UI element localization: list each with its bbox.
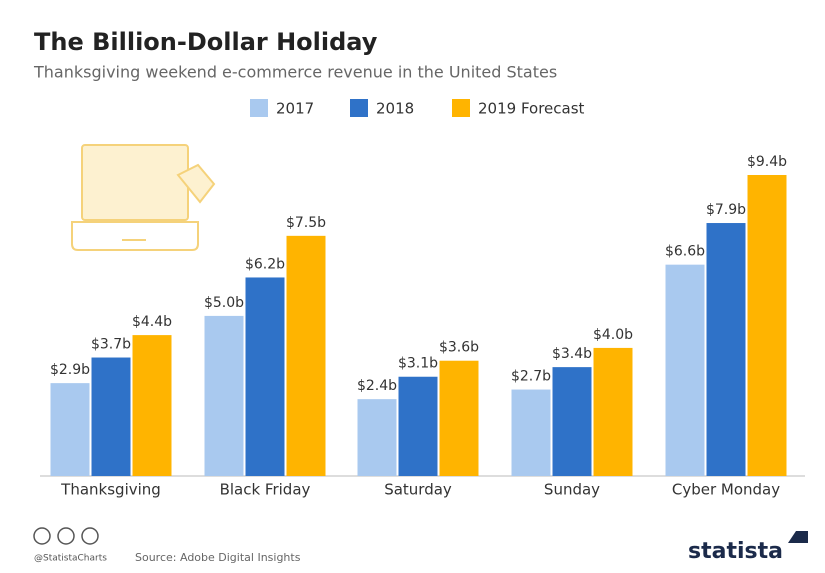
bar	[50, 383, 90, 476]
x-tick-label: Thanksgiving	[60, 481, 161, 499]
source: Source: Adobe Digital Insights	[135, 551, 301, 564]
bar	[398, 376, 438, 476]
x-tick-label: Saturday	[384, 481, 452, 499]
legend-swatch	[350, 99, 368, 117]
x-tick-label: Sunday	[544, 481, 600, 499]
bar	[593, 347, 633, 476]
bar	[132, 335, 172, 476]
bar	[245, 277, 285, 476]
data-label: $3.1b	[398, 356, 438, 372]
data-label: $7.5b	[286, 215, 326, 231]
legend-label: 2017	[276, 100, 314, 118]
footer	[33, 527, 808, 545]
data-label: $2.7b	[511, 369, 551, 385]
x-tick-label: Black Friday	[220, 481, 311, 499]
data-label: $2.4b	[357, 378, 397, 394]
data-label: $4.4b	[132, 314, 172, 330]
data-label: $2.9b	[50, 362, 90, 378]
legend-swatch	[452, 99, 470, 117]
data-label: $5.0b	[204, 295, 244, 311]
data-label: $3.6b	[439, 340, 479, 356]
data-label: $6.2b	[245, 256, 285, 272]
bar	[204, 315, 244, 476]
legend-swatch	[250, 99, 268, 117]
bar	[665, 264, 705, 476]
x-tick-label: Cyber Monday	[672, 481, 780, 499]
data-label: $6.6b	[665, 244, 705, 260]
bar	[511, 389, 551, 476]
bar	[286, 235, 326, 476]
data-label: $9.4b	[747, 154, 787, 170]
bar	[439, 360, 479, 476]
data-label: $3.4b	[552, 346, 592, 362]
bar	[747, 175, 787, 476]
legend-label: 2019 Forecast	[478, 100, 585, 118]
bar	[706, 223, 746, 476]
legend-label: 2018	[376, 100, 414, 118]
bar	[357, 399, 397, 476]
chart-subtitle: Thanksgiving weekend e-commerce revenue …	[33, 63, 557, 82]
bar	[552, 367, 592, 476]
bar	[91, 357, 131, 476]
data-label: $7.9b	[706, 202, 746, 218]
data-label: $4.0b	[593, 327, 633, 343]
handle: @StatistaCharts	[34, 554, 107, 564]
data-label: $3.7b	[91, 337, 131, 353]
chart-title: The Billion-Dollar Holiday	[34, 28, 378, 56]
brand: statista	[688, 539, 783, 564]
laptop-icon	[71, 144, 216, 251]
